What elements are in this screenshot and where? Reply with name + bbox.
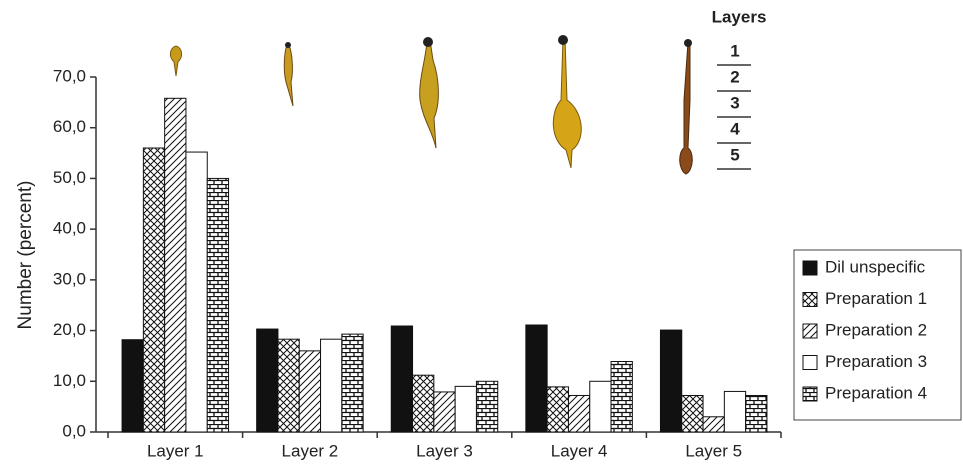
x-tick-label: Layer 5 bbox=[685, 441, 742, 460]
inset-label: 3 bbox=[730, 93, 739, 112]
bar bbox=[703, 417, 724, 432]
bar bbox=[342, 334, 363, 432]
legend-label: Preparation 1 bbox=[825, 289, 927, 308]
bar bbox=[611, 362, 632, 432]
legend-swatch bbox=[803, 324, 817, 338]
bar bbox=[746, 395, 767, 432]
bar bbox=[476, 381, 497, 432]
bar bbox=[682, 395, 703, 432]
inset-label: 5 bbox=[730, 145, 739, 164]
y-tick-label: 20,0 bbox=[53, 320, 86, 339]
neuron-images bbox=[170, 35, 692, 174]
y-tick-label: 10,0 bbox=[53, 371, 86, 390]
bar bbox=[143, 148, 164, 432]
bar bbox=[724, 391, 745, 432]
y-tick-label: 50,0 bbox=[53, 168, 86, 187]
bar bbox=[660, 330, 681, 432]
bar bbox=[165, 98, 186, 432]
legend-swatch bbox=[803, 261, 817, 275]
inset-title: Layers bbox=[712, 7, 767, 26]
bar bbox=[547, 387, 568, 432]
bar bbox=[207, 178, 228, 432]
x-tick-label: Layer 3 bbox=[416, 441, 473, 460]
bar bbox=[299, 351, 320, 432]
y-tick-label: 30,0 bbox=[53, 269, 86, 288]
y-tick-label: 60,0 bbox=[53, 117, 86, 136]
x-tick-label: Layer 4 bbox=[551, 441, 608, 460]
chart: Layers Number (percent) 0,0 10,0 20,0 30,0 4… bbox=[0, 0, 963, 466]
bar bbox=[122, 340, 143, 432]
y-tick-label: 0,0 bbox=[62, 421, 86, 440]
legend-label: Preparation 4 bbox=[825, 383, 927, 402]
bar bbox=[434, 392, 455, 432]
bar bbox=[278, 339, 299, 432]
bar bbox=[413, 375, 434, 432]
bar bbox=[321, 339, 342, 432]
y-tick-label: 70,0 bbox=[53, 66, 86, 85]
bar bbox=[186, 152, 207, 432]
y-axis-label: Number (percent) bbox=[15, 181, 36, 330]
legend-swatch bbox=[803, 387, 817, 401]
bar bbox=[391, 326, 412, 432]
bar bbox=[590, 381, 611, 432]
bar bbox=[526, 325, 547, 432]
bar bbox=[455, 386, 476, 432]
legend-swatch bbox=[803, 293, 817, 307]
legend-label: Dil unspecific bbox=[825, 257, 926, 276]
inset-label: 1 bbox=[730, 41, 739, 60]
bar bbox=[257, 329, 278, 432]
x-tick-label: Layer 1 bbox=[147, 441, 204, 460]
bar bbox=[568, 395, 589, 432]
inset-label: 4 bbox=[730, 119, 740, 138]
legend-label: Preparation 3 bbox=[825, 352, 927, 371]
y-tick-label: 40,0 bbox=[53, 219, 86, 238]
inset-label: 2 bbox=[730, 67, 739, 86]
legend-label: Preparation 2 bbox=[825, 320, 927, 339]
legend-swatch bbox=[803, 356, 817, 370]
x-tick-label: Layer 2 bbox=[282, 441, 339, 460]
